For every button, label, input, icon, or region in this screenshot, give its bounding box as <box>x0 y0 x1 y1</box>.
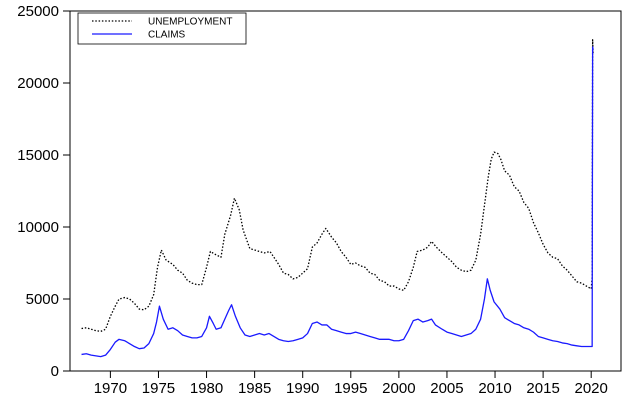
x-tick-label: 2005 <box>430 380 463 397</box>
y-tick-label: 15000 <box>17 147 59 164</box>
x-tick-label: 1990 <box>286 380 319 397</box>
x-tick-label: 2000 <box>382 380 415 397</box>
y-tick-label: 5000 <box>26 291 59 308</box>
legend: UNEMPLOYMENT CLAIMS <box>77 12 247 45</box>
y-tick-label: 10000 <box>17 219 59 236</box>
series-line-unemployment <box>81 39 594 333</box>
legend-label-claims: CLAIMS <box>148 30 186 41</box>
series-line-claims <box>81 46 594 358</box>
x-tick-label: 1995 <box>334 380 367 397</box>
series-layer <box>81 39 594 358</box>
plot-frame <box>69 10 622 372</box>
x-axis: 1970 1975 1980 1985 1990 1995 2000 2005 2010 2015… <box>94 371 608 397</box>
legend-label-unemployment: UNEMPLOYMENT <box>148 17 232 28</box>
y-axis: 0 5000 10000 15000 20000 25000 <box>17 3 70 380</box>
y-tick-label: 0 <box>51 363 59 380</box>
x-tick-label: 1975 <box>142 380 175 397</box>
x-tick-label: 1970 <box>94 380 127 397</box>
x-tick-label: 1985 <box>238 380 271 397</box>
x-tick-label: 2015 <box>526 380 559 397</box>
legend-box <box>77 12 247 45</box>
y-tick-label: 25000 <box>17 3 59 20</box>
x-tick-label: 2020 <box>575 380 608 397</box>
x-tick-label: 2010 <box>478 380 511 397</box>
y-tick-label: 20000 <box>17 75 59 92</box>
x-tick-label: 1980 <box>190 380 223 397</box>
